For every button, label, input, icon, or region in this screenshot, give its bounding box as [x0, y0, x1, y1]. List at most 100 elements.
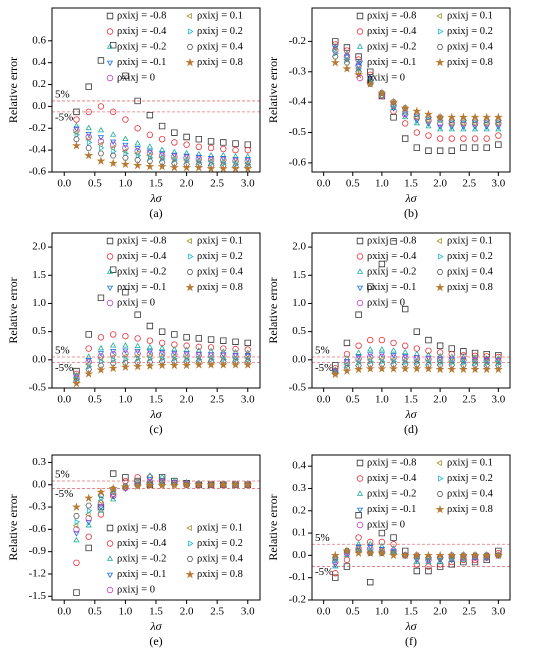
- data-point: [471, 144, 479, 151]
- data-point: [183, 342, 190, 349]
- y-tick-label: -0.2: [29, 122, 46, 134]
- x-tick-label: 3.0: [491, 606, 505, 618]
- x-tick-label: 1.5: [149, 606, 163, 618]
- legend-label: ρxixj = -0.2: [117, 266, 166, 277]
- legend: ρxixj = -0.8 ρxixj = -0.4 ρxixj = -0.2 ρxix…: [356, 457, 494, 530]
- x-axis-title: λσ: [404, 407, 417, 421]
- y-tick-label: 2.0: [292, 241, 306, 253]
- legend-marker: [186, 524, 192, 532]
- legend-label: ρxixj = -0.1: [117, 569, 166, 580]
- data-point: [389, 97, 398, 106]
- data-point: [195, 136, 203, 143]
- data-point: [85, 515, 92, 522]
- data-point: [218, 360, 228, 369]
- y-tick-label: 1.5: [292, 269, 306, 281]
- data-point: [109, 152, 117, 159]
- data-point: [97, 362, 105, 369]
- data-point: [110, 496, 117, 502]
- data-point: [134, 97, 141, 105]
- legend-marker: [356, 43, 364, 49]
- data-point: [365, 548, 375, 557]
- data-point: [108, 363, 118, 373]
- data-point: [206, 480, 216, 489]
- data-point: [343, 47, 351, 54]
- data-point: [367, 346, 374, 352]
- y-tick-label: 0.5: [32, 325, 46, 337]
- y-tick-label: 0.2: [32, 78, 46, 90]
- legend-label: ρxixj = 0.8: [447, 504, 493, 515]
- reference-label: -5%: [55, 362, 73, 374]
- data-point: [495, 362, 502, 369]
- x-tick-label: 0.0: [57, 606, 71, 618]
- data-point: [218, 480, 228, 489]
- data-point: [366, 356, 373, 363]
- x-tick-label: 2.0: [180, 394, 194, 406]
- x-tick-label: 2.5: [462, 606, 476, 618]
- data-point: [483, 362, 490, 369]
- data-point: [134, 353, 140, 360]
- data-point: [85, 358, 92, 364]
- legend: ρxixj = -0.8 ρxixj = -0.4 ρxixj = -0.2 ρxix…: [356, 235, 494, 308]
- data-point: [470, 112, 480, 122]
- data-point: [343, 59, 351, 66]
- data-point: [355, 512, 362, 519]
- data-point: [182, 353, 189, 361]
- x-tick-label: 2.5: [210, 606, 224, 618]
- data-point: [158, 358, 166, 365]
- y-tick-label: 0.3: [292, 482, 306, 494]
- data-point: [134, 342, 141, 349]
- data-point: [109, 489, 115, 496]
- panel-label: (f): [405, 634, 417, 648]
- data-point: [231, 360, 240, 369]
- legend-label: ρxixj = 0.1: [197, 235, 243, 246]
- data-point: [390, 534, 397, 541]
- data-point: [111, 148, 117, 155]
- data-point: [389, 356, 396, 363]
- data-point: [146, 143, 154, 149]
- x-tick-label: 1.5: [149, 178, 163, 190]
- data-point: [436, 135, 444, 142]
- data-point: [343, 339, 351, 347]
- legend-marker: [435, 282, 445, 292]
- data-point: [171, 331, 178, 338]
- data-point: [195, 154, 202, 161]
- data-point: [97, 344, 105, 351]
- data-point: [146, 131, 154, 138]
- data-point: [96, 365, 106, 374]
- data-point: [97, 103, 105, 110]
- data-point: [158, 339, 166, 347]
- y-tick-label: -0.5: [289, 126, 307, 138]
- data-point: [367, 283, 374, 290]
- data-point: [471, 125, 479, 132]
- x-tick-label: 1.0: [119, 606, 133, 618]
- data-point: [390, 114, 397, 121]
- data-point: [183, 141, 190, 148]
- data-point: [133, 160, 143, 170]
- data-point: [72, 378, 81, 388]
- data-point: [133, 361, 143, 371]
- legend-label: ρxixj = 0.8: [447, 57, 493, 68]
- data-point: [355, 362, 362, 369]
- legend-marker: [356, 490, 364, 496]
- data-point: [158, 151, 166, 158]
- legend-marker: [186, 269, 194, 275]
- x-tick-label: 0.0: [57, 394, 71, 406]
- data-point: [425, 347, 432, 354]
- data-point: [448, 125, 455, 132]
- data-point: [425, 563, 432, 570]
- data-point: [425, 336, 432, 344]
- data-point: [470, 364, 480, 374]
- data-point: [134, 349, 141, 355]
- data-point: [109, 486, 117, 493]
- data-point: [110, 342, 117, 348]
- y-tick-label: -0.2: [289, 35, 306, 47]
- legend-marker: [106, 28, 114, 35]
- x-tick-label: 0.5: [346, 606, 360, 618]
- panel: 5% -5% 0.0 0.5 1.0 1.5 2.0 2.5 3.0 -0.5 0.0 0.5 1.0 1…: [266, 232, 511, 436]
- legend-label: ρxixj = -0.1: [117, 57, 166, 68]
- data-point: [195, 343, 203, 350]
- data-point: [447, 550, 457, 560]
- x-tick-label: 0.5: [88, 394, 102, 406]
- x-tick-label: 1.5: [404, 394, 418, 406]
